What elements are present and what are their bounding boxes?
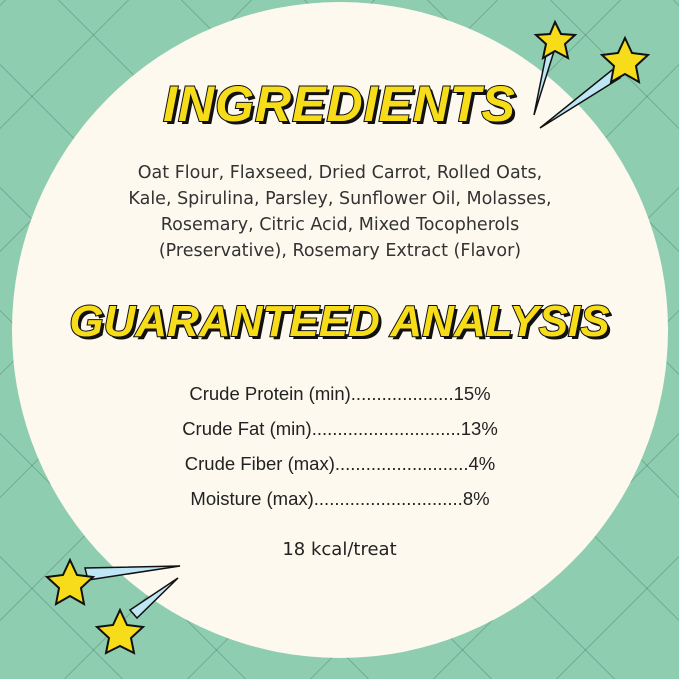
ingredients-line: Oat Flour, Flaxseed, Dried Carrot, Rolle… [137, 163, 543, 183]
ingredients-line: Kale, Spirulina, Parsley, Sunflower Oil,… [128, 189, 552, 209]
guaranteed-analysis-heading: GUARANTEED ANALYSIS [68, 296, 610, 347]
ingredients-line: (Preservative), Rosemary Extract (Flavor… [158, 241, 522, 261]
ingredients-line: Rosemary, Citric Acid, Mixed Tocopherols [160, 215, 520, 235]
analysis-row: Crude Fiber (max).......................… [184, 453, 496, 474]
shooting-star-icon [94, 577, 179, 655]
ingredients-list: Oat Flour, Flaxseed, Dried Carrot, Rolle… [40, 160, 640, 264]
content-circle [12, 2, 668, 658]
analysis-table: Crude Protein (min)....................1… [60, 376, 620, 516]
shooting-star-icon [539, 35, 651, 129]
analysis-row: Crude Fat (min).........................… [182, 418, 498, 439]
ingredients-heading: INGREDIENTS [162, 75, 516, 133]
analysis-row: Moisture (max)..........................… [190, 488, 490, 509]
calories-per-treat: 18 kcal/treat [282, 539, 397, 560]
shooting-star-icon [533, 19, 578, 116]
analysis-row: Crude Protein (min)....................1… [189, 383, 491, 404]
shooting-star-icon [44, 557, 181, 606]
